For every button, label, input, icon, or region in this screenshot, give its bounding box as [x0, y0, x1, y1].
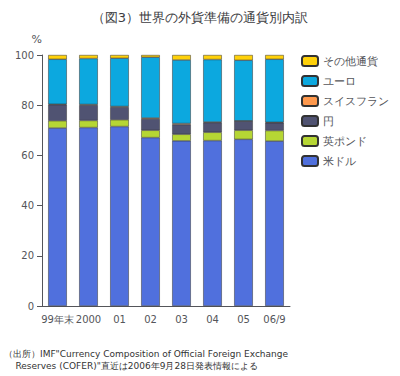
svg-text:01: 01 — [113, 314, 126, 325]
svg-text:03: 03 — [175, 314, 188, 325]
svg-text:Reserves (COFER)"直近は2006年9月28日: Reserves (COFER)"直近は2006年9月28日発表情報による — [4, 361, 258, 371]
svg-text:2000: 2000 — [76, 314, 101, 325]
svg-text:06/9: 06/9 — [263, 314, 285, 325]
svg-text:（図3）世界の外貨準備の通貨別内訳: （図3）世界の外貨準備の通貨別内訳 — [92, 10, 308, 25]
svg-text:スイスフラン: スイスフラン — [323, 95, 389, 108]
svg-text:05: 05 — [237, 314, 250, 325]
svg-text:20: 20 — [21, 250, 34, 261]
svg-text:その他通貨: その他通貨 — [323, 55, 378, 68]
svg-text:0: 0 — [28, 301, 34, 312]
svg-text:99年末: 99年末 — [41, 314, 74, 325]
svg-text:ユーロ: ユーロ — [323, 75, 356, 88]
svg-text:英ポンド: 英ポンド — [323, 135, 367, 148]
svg-text:02: 02 — [144, 314, 157, 325]
svg-text:%: % — [32, 33, 42, 46]
svg-text:60: 60 — [21, 150, 34, 161]
svg-text:04: 04 — [206, 314, 219, 325]
svg-text:円: 円 — [323, 115, 334, 128]
svg-text:米ドル: 米ドル — [323, 155, 356, 168]
svg-text:80: 80 — [21, 100, 34, 111]
svg-text:（出所）IMF"Currency Composition o: （出所）IMF"Currency Composition of Official… — [4, 349, 288, 359]
svg-text:100: 100 — [15, 50, 34, 61]
svg-text:40: 40 — [21, 200, 34, 211]
